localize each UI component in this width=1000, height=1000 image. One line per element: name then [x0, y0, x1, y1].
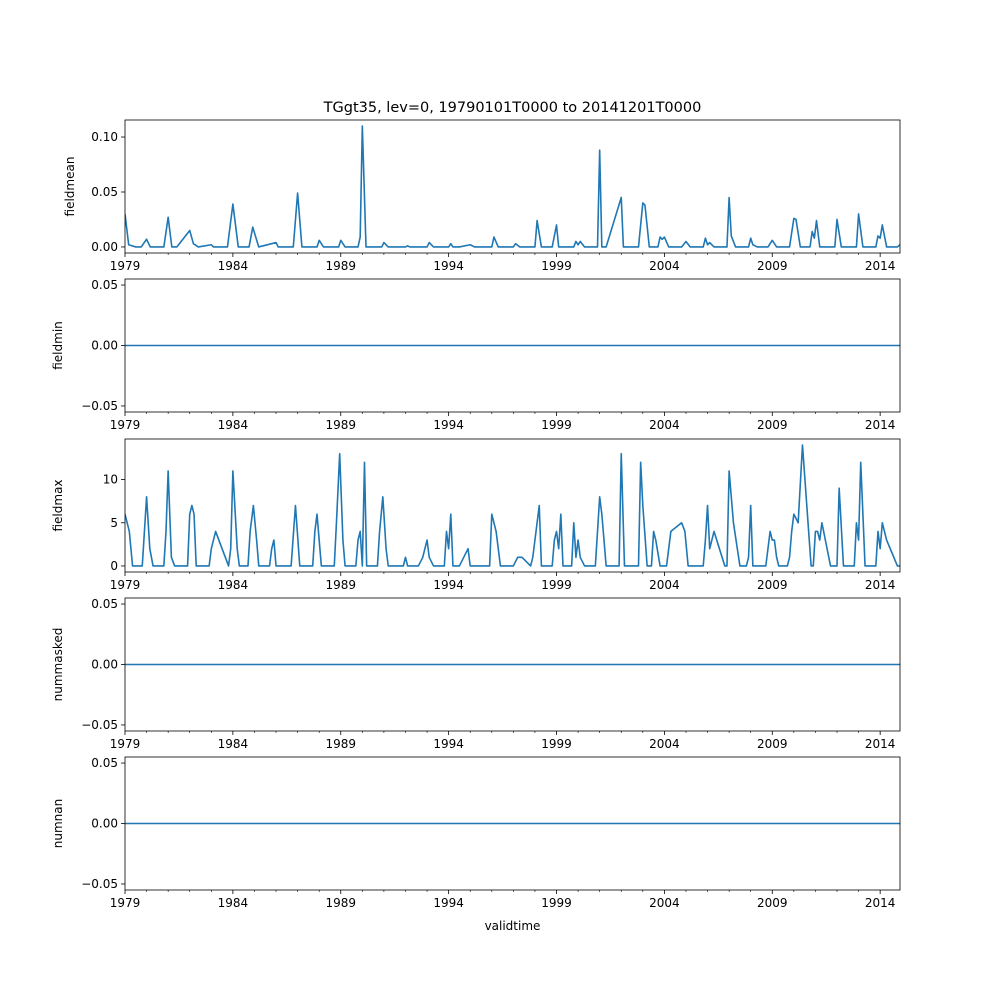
x-tick-label-nummasked: 1994 [433, 737, 464, 751]
series-line-fieldmean [125, 125, 900, 248]
x-tick-label-fieldmin: 1989 [325, 418, 356, 432]
x-tick-label-fieldmean: 2004 [649, 259, 680, 273]
y-axis-label-fieldmean: fieldmean [63, 157, 77, 217]
x-tick-label-numnan: 2014 [865, 896, 896, 910]
axes-frame-fieldmax [124, 438, 901, 573]
x-tick-label-fieldmax: 1984 [218, 578, 249, 592]
x-tick-label-nummasked: 1979 [110, 737, 141, 751]
x-tick-label-fieldmax: 2009 [757, 578, 788, 592]
x-tick-label-numnan: 1999 [541, 896, 572, 910]
x-tick-label-numnan: 2004 [649, 896, 680, 910]
y-axis-label-fieldmin: fieldmin [51, 321, 65, 370]
x-tick-label-fieldmin: 1979 [110, 418, 141, 432]
x-tick-label-fieldmin: 1999 [541, 418, 572, 432]
x-tick-label-fieldmean: 1989 [325, 259, 356, 273]
y-tick-label-fieldmean: 0.00 [91, 240, 118, 254]
y-tick-label-numnan: −0.05 [81, 877, 118, 891]
y-tick-label-numnan: 0.05 [91, 756, 118, 770]
subplot-numnan: −0.05 0.00 0.05 numnan 1979 1984 1989 1994 1999 2… [51, 756, 901, 910]
panels: 0.00 0.05 0.10 fieldmean 1979 1984 1989 1994 199… [51, 119, 901, 910]
x-tick-label-nummasked: 1989 [325, 737, 356, 751]
x-tick-label-fieldmax: 2014 [865, 578, 896, 592]
series-line-fieldmax [125, 444, 900, 567]
x-tick-label-fieldmean: 2009 [757, 259, 788, 273]
x-tick-label-fieldmax: 1999 [541, 578, 572, 592]
y-tick-label-fieldmin: −0.05 [81, 399, 118, 413]
x-tick-label-fieldmean: 2014 [865, 259, 896, 273]
x-tick-label-fieldmean: 1999 [541, 259, 572, 273]
x-tick-label-nummasked: 2004 [649, 737, 680, 751]
x-tick-label-fieldmean: 1994 [433, 259, 464, 273]
x-tick-label-fieldmax: 1989 [325, 578, 356, 592]
x-tick-label-fieldmin: 2014 [865, 418, 896, 432]
subplot-fieldmin: −0.05 0.00 0.05 fieldmin 1979 1984 1989 1994 199… [51, 278, 901, 432]
x-tick-label-nummasked: 1999 [541, 737, 572, 751]
y-tick-label-fieldmax: 0 [110, 559, 118, 573]
y-tick-label-fieldmean: 0.10 [91, 130, 118, 144]
x-tick-label-fieldmax: 2004 [649, 578, 680, 592]
x-tick-label-numnan: 1989 [325, 896, 356, 910]
x-tick-label-fieldmean: 1984 [218, 259, 249, 273]
y-tick-label-fieldmax: 10 [103, 473, 118, 487]
x-tick-label-nummasked: 1984 [218, 737, 249, 751]
x-tick-label-numnan: 1994 [433, 896, 464, 910]
y-tick-label-fieldmin: 0.00 [91, 339, 118, 353]
y-tick-label-nummasked: −0.05 [81, 718, 118, 732]
y-axis-label-numnan: numnan [51, 799, 65, 848]
x-tick-label-nummasked: 2009 [757, 737, 788, 751]
y-tick-label-fieldmean: 0.05 [91, 185, 118, 199]
x-axis-label: validtime [485, 919, 541, 933]
x-tick-label-numnan: 1979 [110, 896, 141, 910]
x-tick-label-fieldmax: 1994 [433, 578, 464, 592]
y-tick-label-nummasked: 0.05 [91, 597, 118, 611]
axes-frame-fieldmean [124, 119, 901, 254]
subplot-fieldmean: 0.00 0.05 0.10 fieldmean 1979 1984 1989 1994 199… [63, 119, 901, 273]
y-tick-label-nummasked: 0.00 [91, 658, 118, 672]
y-tick-label-fieldmax: 5 [110, 516, 118, 530]
x-tick-label-numnan: 1984 [218, 896, 249, 910]
y-tick-label-numnan: 0.00 [91, 817, 118, 831]
x-tick-label-fieldmax: 1979 [110, 578, 141, 592]
subplot-fieldmax: 0 5 10 fieldmax 1979 1984 1989 1994 1999 2004 2009… [51, 438, 901, 592]
y-tick-label-fieldmin: 0.05 [91, 278, 118, 292]
x-tick-label-fieldmean: 1979 [110, 259, 141, 273]
subplot-nummasked: −0.05 0.00 0.05 nummasked 1979 1984 1989 1994 19… [51, 597, 901, 751]
x-tick-label-fieldmin: 2009 [757, 418, 788, 432]
y-axis-label-fieldmax: fieldmax [51, 479, 65, 531]
x-tick-label-numnan: 2009 [757, 896, 788, 910]
x-tick-label-nummasked: 2014 [865, 737, 896, 751]
x-tick-label-fieldmin: 1994 [433, 418, 464, 432]
x-tick-label-fieldmin: 2004 [649, 418, 680, 432]
y-axis-label-nummasked: nummasked [51, 628, 65, 702]
figure-title: TGgt35, lev=0, 19790101T0000 to 20141201… [323, 100, 702, 116]
x-tick-label-fieldmin: 1984 [218, 418, 249, 432]
